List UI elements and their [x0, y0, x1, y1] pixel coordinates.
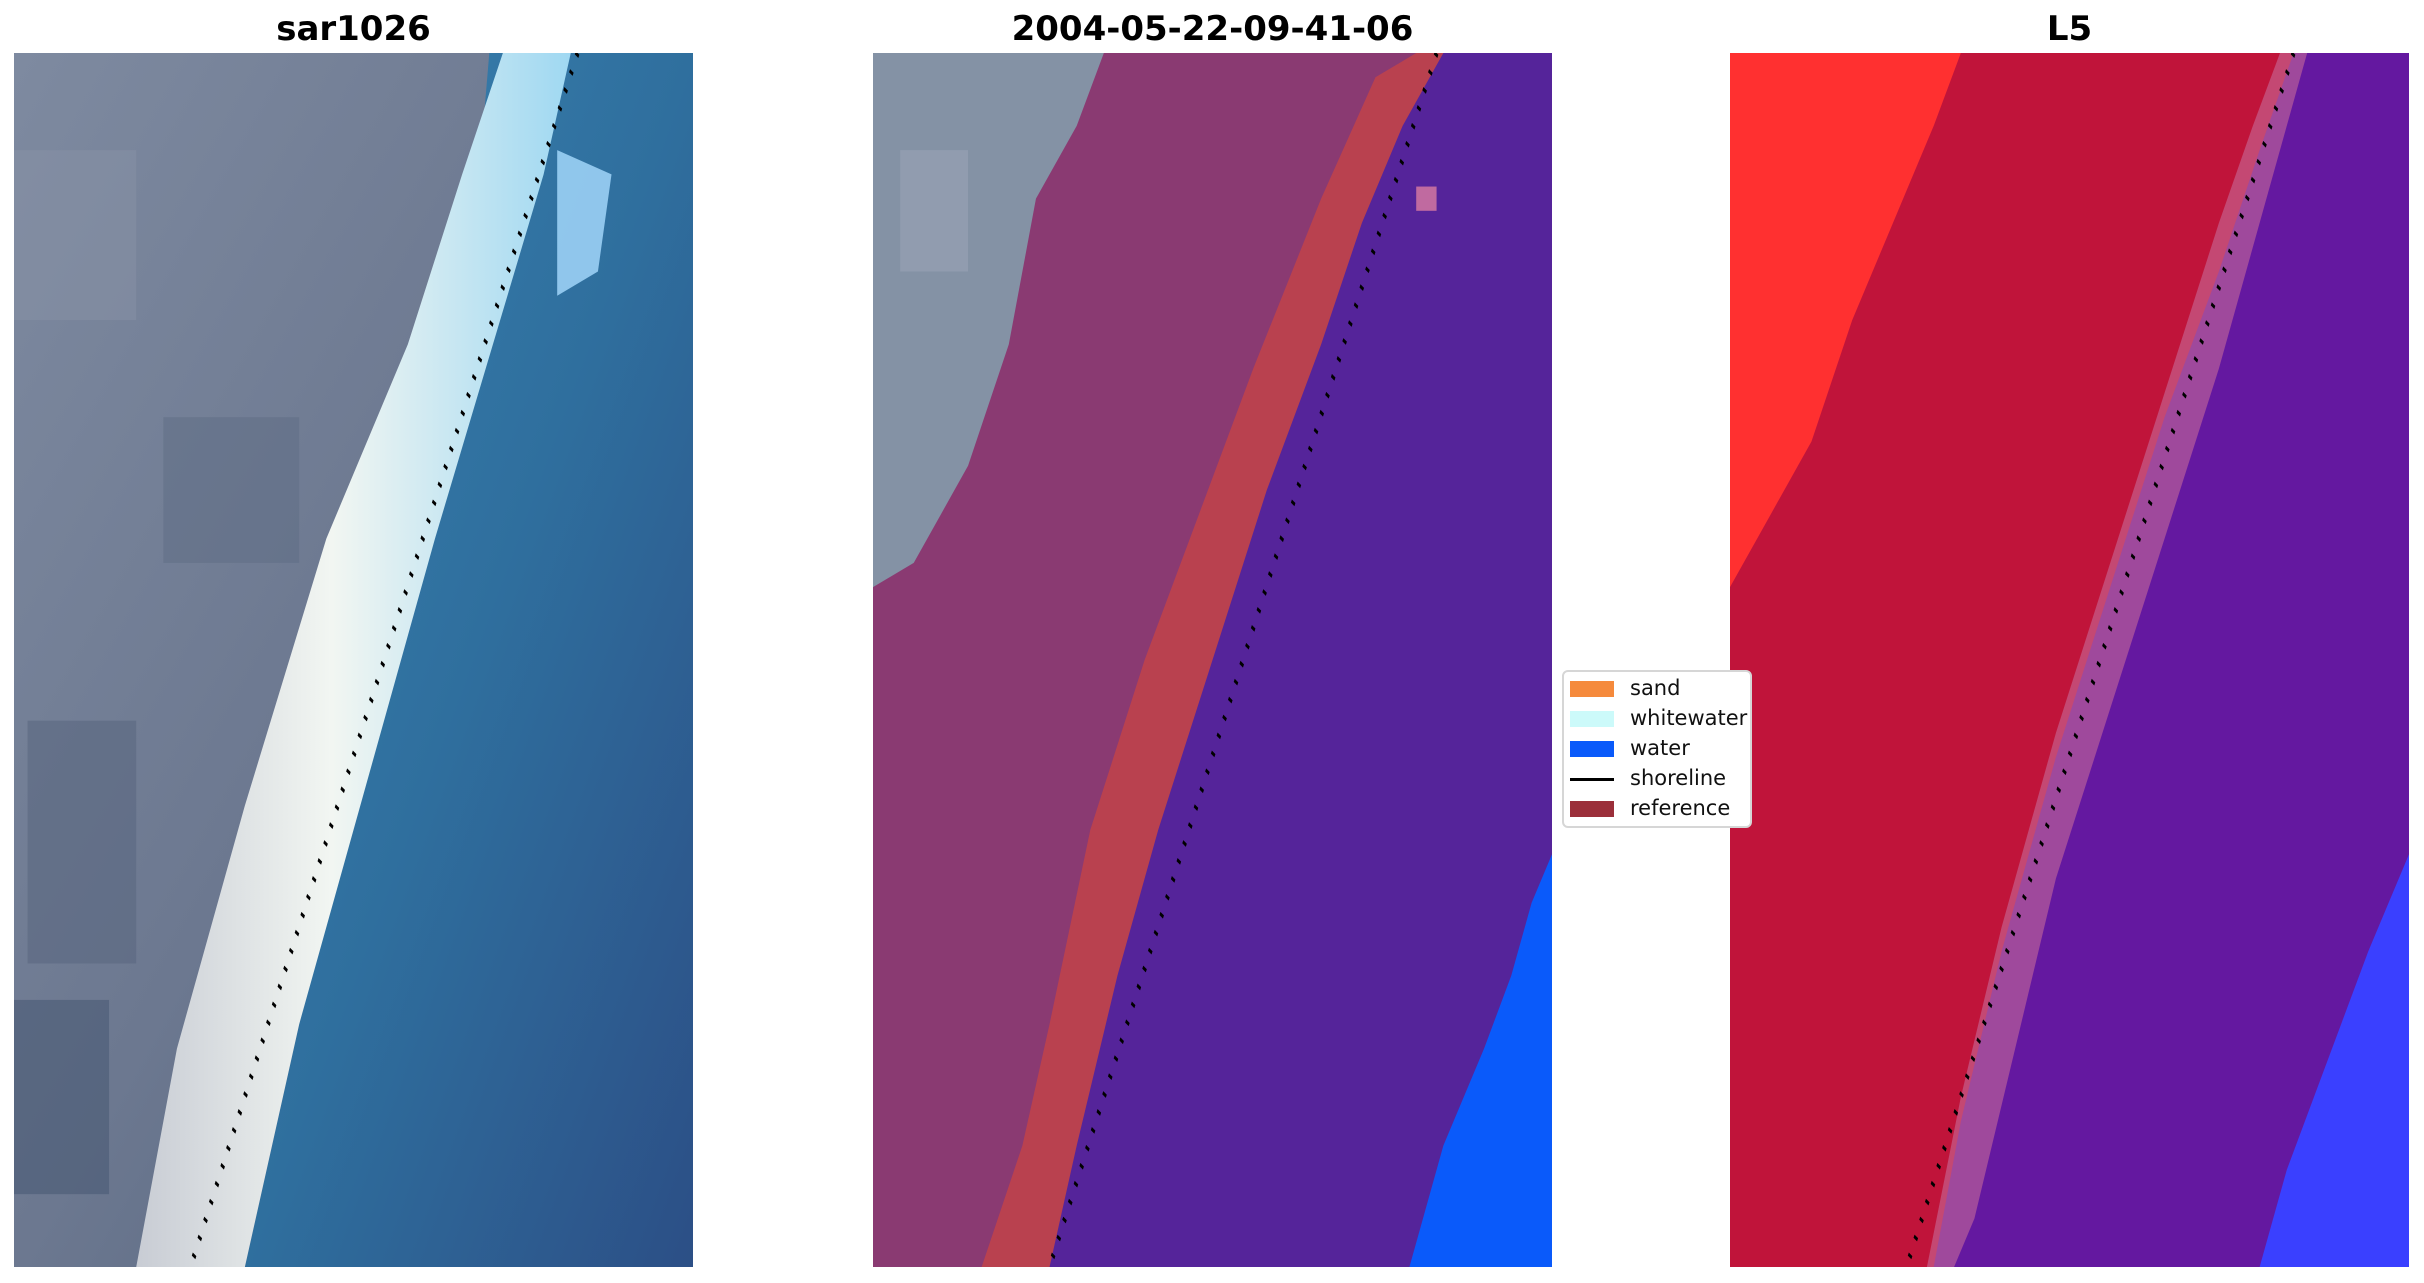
classification-image: [873, 53, 1552, 1267]
panel-title-sar1026: sar1026: [276, 9, 431, 49]
index-image: [1730, 53, 2409, 1267]
legend-label-water: water: [1630, 736, 1690, 760]
index-water: [1933, 53, 2409, 1267]
legend-item-water: water: [1564, 734, 1750, 764]
class-water-bright: [1409, 854, 1552, 1267]
legend-label-shoreline: shoreline: [1630, 766, 1727, 790]
legend-label-reference: reference: [1630, 796, 1731, 820]
panel-title-l5: L5: [2046, 9, 2093, 49]
rgb-image: [14, 53, 693, 1267]
legend-label-whitewater: whitewater: [1630, 706, 1748, 730]
reference-swatch: [1570, 801, 1614, 817]
rgb-image-panel: [14, 53, 693, 1267]
legend-item-reference: reference: [1564, 794, 1750, 824]
whitewater-swatch: [1570, 711, 1614, 727]
surf-zone: [136, 53, 571, 1267]
legend: sand whitewater water shoreline referenc…: [1562, 670, 1752, 828]
legend-item-whitewater: whitewater: [1564, 704, 1750, 734]
legend-label-sand: sand: [1630, 676, 1681, 700]
water-swatch: [1570, 741, 1614, 757]
shoreline-line-swatch: [1570, 778, 1614, 781]
panel-title-date: 2004-05-22-09-41-06: [1011, 9, 1414, 49]
class-water: [1049, 53, 1552, 1267]
index-bright-land: [1730, 53, 1961, 588]
index-bright-water: [2259, 854, 2409, 1267]
index-panel: [1730, 53, 2409, 1267]
water-area: [244, 53, 693, 1267]
legend-item-sand: sand: [1564, 674, 1750, 704]
legend-item-shoreline: shoreline: [1564, 764, 1750, 794]
classification-panel: [873, 53, 1552, 1267]
sand-swatch: [1570, 681, 1614, 697]
